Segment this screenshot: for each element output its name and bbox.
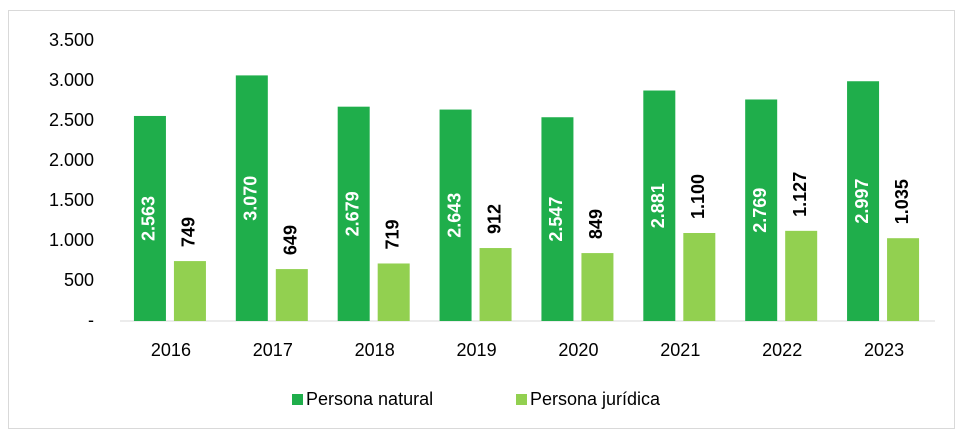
data-label: 3.070: [241, 176, 261, 221]
x-tick-label: 2018: [355, 340, 395, 360]
x-tick-label: 2021: [660, 340, 700, 360]
data-label: 2.547: [546, 197, 566, 242]
y-tick-label: 1.000: [49, 230, 94, 250]
bar: [683, 233, 716, 321]
data-label: 749: [179, 217, 199, 247]
legend-label: Persona natural: [306, 389, 433, 409]
x-tick-label: 2023: [864, 340, 904, 360]
bar: [581, 253, 614, 321]
bar: [745, 99, 778, 321]
data-label: 719: [382, 219, 402, 249]
y-tick-label: 2.000: [49, 150, 94, 170]
data-label: 849: [586, 209, 606, 239]
bar: [785, 230, 818, 321]
bar: [643, 90, 676, 322]
y-tick-label: 3.000: [49, 70, 94, 90]
x-tick-label: 2019: [457, 340, 497, 360]
bar: [479, 248, 512, 321]
x-tick-label: 2020: [558, 340, 598, 360]
legend-label: Persona jurídica: [530, 389, 661, 409]
x-tick-label: 2022: [762, 340, 802, 360]
data-label: 2.679: [342, 191, 362, 236]
y-tick-label: 500: [64, 270, 94, 290]
data-label: 2.643: [444, 193, 464, 238]
y-tick-label: -: [88, 310, 94, 330]
x-tick-label: 2016: [151, 340, 191, 360]
bar: [235, 75, 268, 322]
x-tick-label: 2017: [253, 340, 293, 360]
data-label: 649: [281, 225, 301, 255]
bar: [275, 269, 308, 321]
data-label: 1.100: [688, 174, 708, 219]
bar: [337, 106, 370, 322]
data-label: 2.997: [852, 179, 872, 224]
data-label: 1.127: [790, 172, 810, 217]
y-tick-label: 1.500: [49, 190, 94, 210]
data-label: 2.769: [750, 188, 770, 233]
bar: [439, 109, 472, 321]
data-label: 2.881: [648, 183, 668, 228]
bar: [173, 261, 206, 321]
bar: [133, 115, 166, 322]
y-tick-label: 3.500: [49, 30, 94, 50]
bar: [847, 81, 880, 322]
bar: [887, 238, 920, 321]
legend-swatch: [292, 394, 303, 405]
bar: [377, 263, 410, 321]
data-label: 912: [484, 204, 504, 234]
data-label: 2.563: [139, 196, 159, 241]
data-label: 1.035: [892, 179, 912, 224]
bar: [541, 117, 574, 322]
chart-border: [8, 10, 955, 429]
legend-swatch: [516, 394, 527, 405]
y-tick-label: 2.500: [49, 110, 94, 130]
